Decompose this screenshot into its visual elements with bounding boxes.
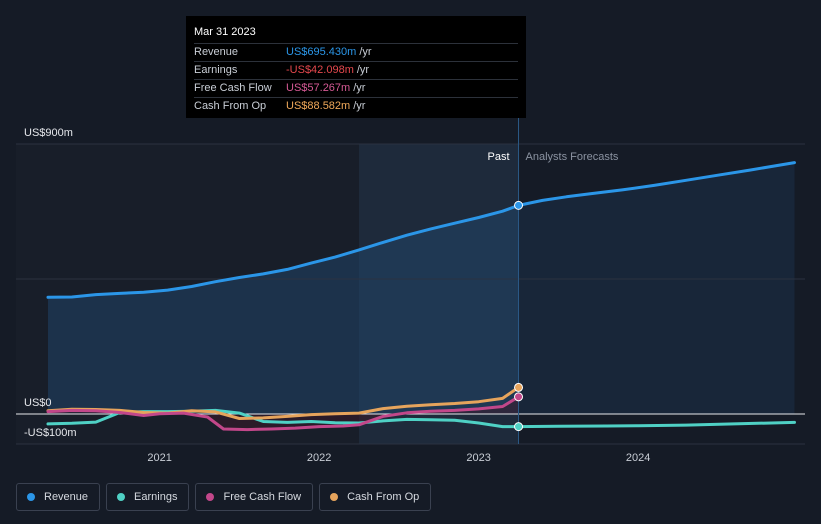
revenue-marker: [514, 200, 524, 210]
revenue-forecast-area: [518, 162, 795, 414]
legend-label: Cash From Op: [347, 491, 420, 503]
revenue-line: [46, 161, 796, 299]
tooltip-row-revenue: Revenue US$695.430m /yr: [194, 43, 518, 61]
tooltip-label: Free Cash Flow: [194, 82, 272, 94]
legend: Revenue Earnings Free Cash Flow Cash Fro…: [16, 483, 432, 511]
tooltip-date: Mar 31 2023: [194, 26, 256, 38]
tooltip-label: Revenue: [194, 46, 239, 58]
legend-label: Revenue: [44, 491, 89, 503]
tooltip-row-free-cash-flow: Free Cash Flow US$57.267m /yr: [194, 79, 518, 97]
legend-label: Free Cash Flow: [223, 491, 302, 503]
legend-item-free-cash-flow[interactable]: Free Cash Flow: [195, 483, 314, 511]
tooltip-unit: /yr: [353, 100, 366, 112]
tooltip-unit: /yr: [353, 82, 366, 94]
past-label: Past: [488, 151, 510, 163]
tooltip-value: US$88.582m: [286, 100, 351, 112]
x-tick-label: 2021: [147, 452, 171, 464]
tooltip-label: Earnings: [194, 64, 238, 76]
x-tick-label: 2023: [466, 452, 490, 464]
free-cash-flow-dot-icon: [206, 493, 215, 501]
legend-item-earnings[interactable]: Earnings: [106, 483, 190, 511]
revenue-dot-icon: [27, 493, 35, 501]
earnings-dot-icon: [117, 493, 126, 501]
y-tick-label: US$900m: [24, 127, 73, 139]
legend-item-revenue[interactable]: Revenue: [16, 483, 101, 511]
y-tick-label: US$0: [24, 397, 52, 409]
cash-from-op-dot-icon: [330, 493, 339, 501]
tooltip-value: -US$42.098m: [286, 64, 354, 76]
free-cash-flow-marker: [514, 392, 524, 402]
x-tick-label: 2022: [307, 452, 331, 464]
tooltip-label: Cash From Op: [194, 100, 267, 112]
tooltip-unit: /yr: [359, 46, 372, 58]
cash-from-op-line: [46, 385, 520, 420]
legend-label: Earnings: [134, 491, 178, 503]
tooltip-value: US$695.430m: [286, 46, 357, 58]
legend-item-cash-from-op[interactable]: Cash From Op: [319, 483, 432, 511]
tooltip-unit: /yr: [356, 64, 370, 76]
revenue-area: [48, 205, 519, 414]
free-cash-flow-line: [46, 395, 520, 432]
x-tick-label: 2024: [626, 452, 650, 464]
tooltip-value: US$57.267m: [286, 82, 351, 94]
tooltip-row-cash-from-op: Cash From Op US$88.582m /yr: [194, 97, 518, 115]
tooltip: Mar 31 2023 Revenue US$695.430m /yr Earn…: [186, 16, 526, 118]
y-tick-label: -US$100m: [24, 427, 77, 439]
cash-from-op-marker: [514, 382, 524, 392]
tooltip-row-earnings: Earnings -US$42.098m /yr: [194, 61, 518, 79]
earnings-marker: [514, 422, 524, 432]
forecast-label: Analysts Forecasts: [526, 151, 619, 163]
